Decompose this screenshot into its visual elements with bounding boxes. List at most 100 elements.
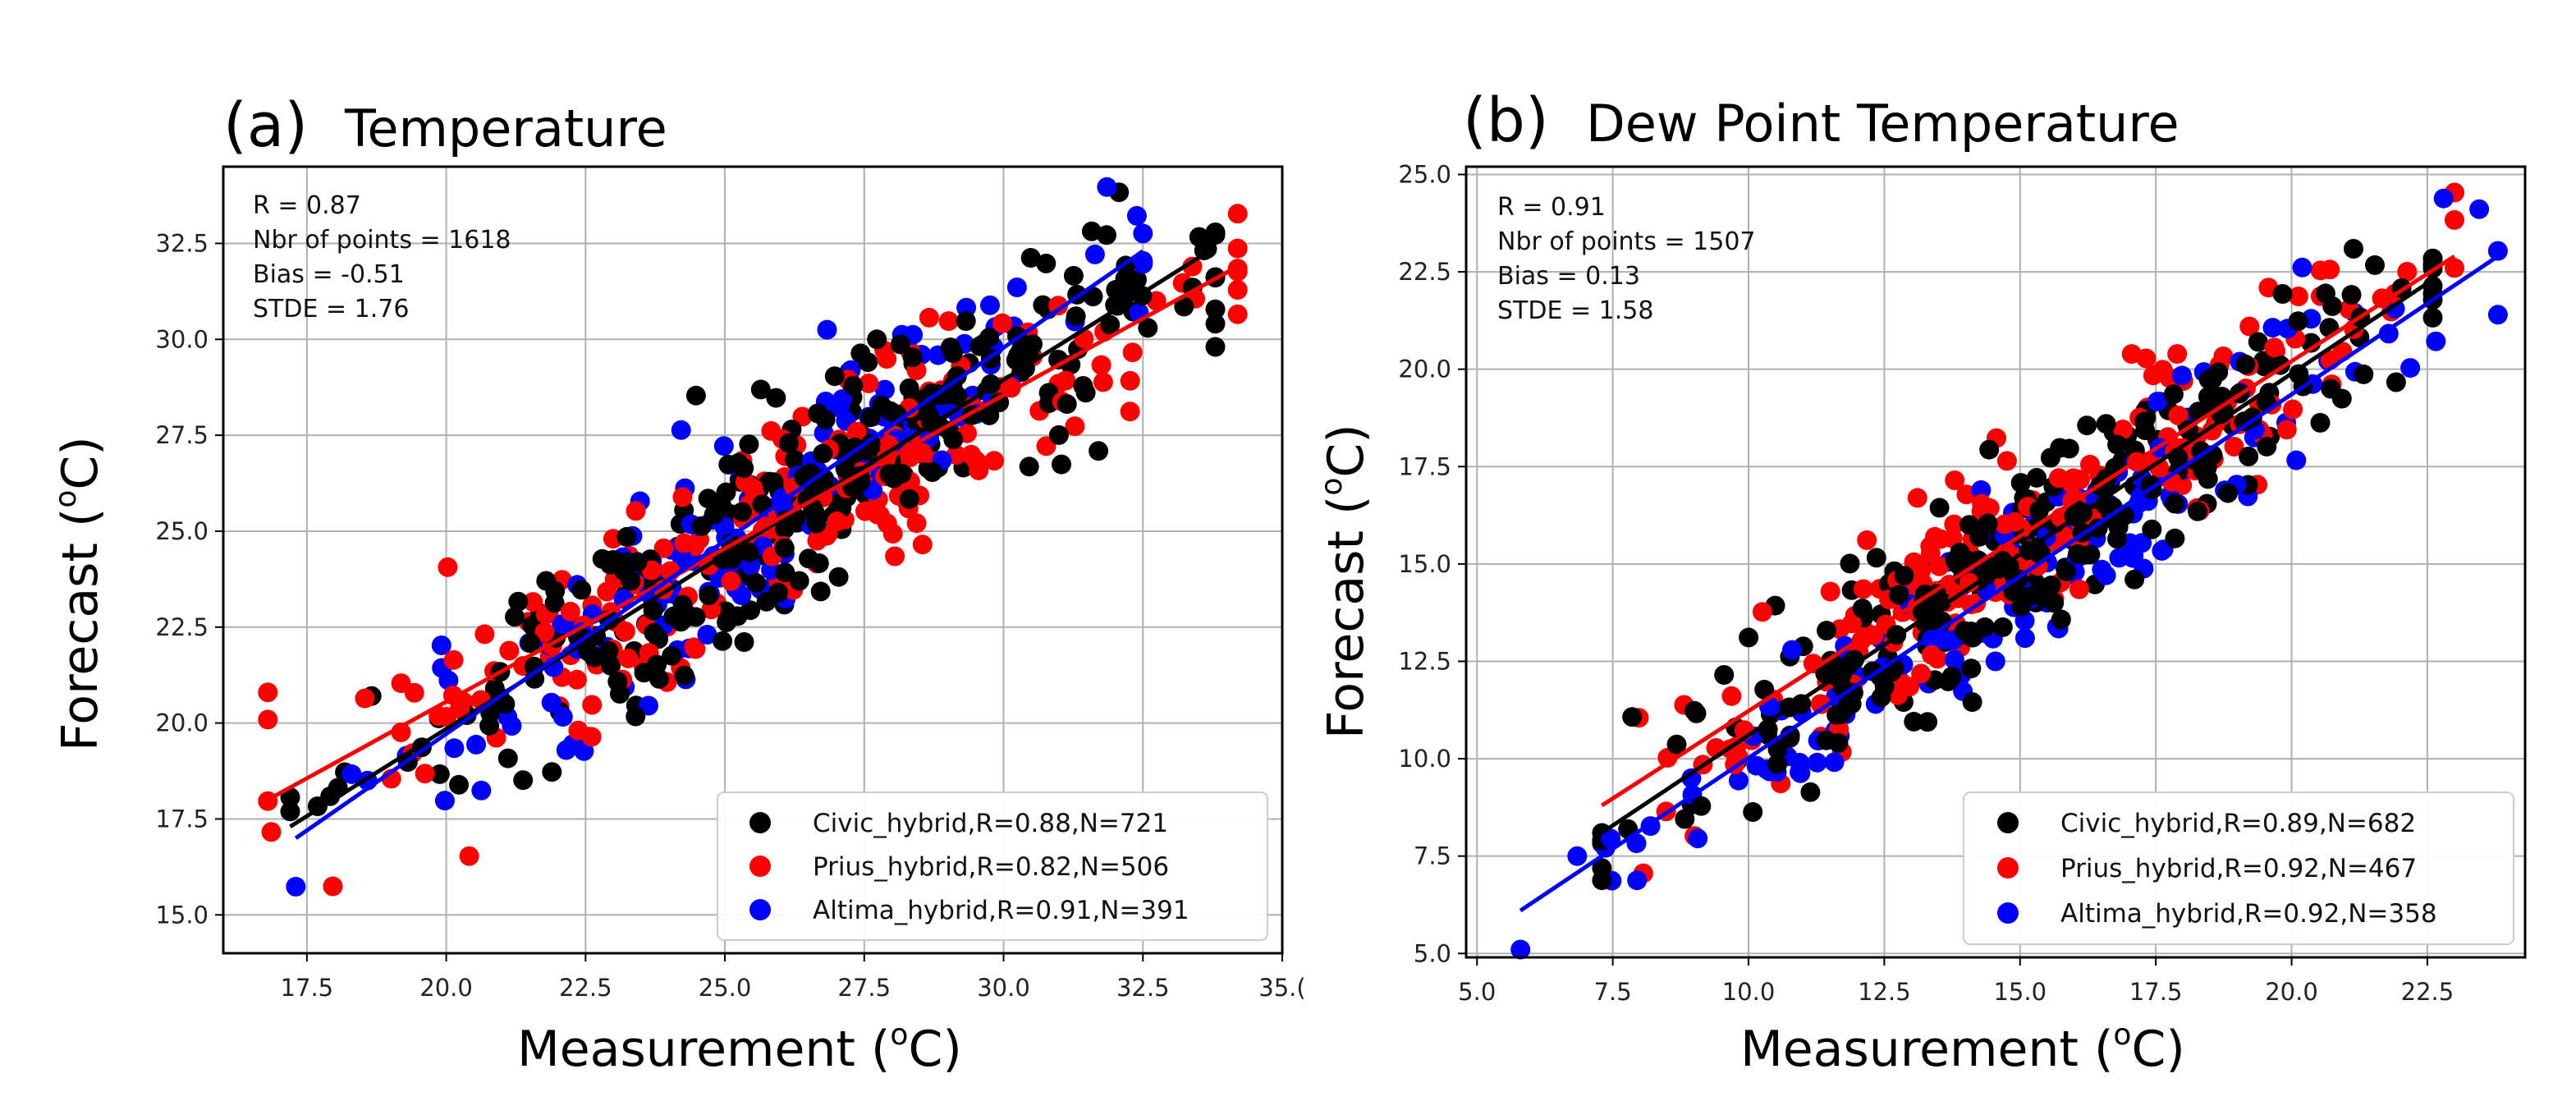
point-prius	[566, 669, 587, 690]
point-civic	[1066, 306, 1086, 327]
legend-label-civic: Civic_hybrid,R=0.89,N=682	[2060, 809, 2416, 838]
point-prius	[1841, 613, 1862, 634]
legend-marker-civic	[1997, 812, 2019, 833]
point-civic	[600, 554, 621, 575]
legend-box	[717, 792, 1268, 941]
point-civic	[843, 375, 864, 396]
point-civic	[1100, 314, 1121, 335]
point-civic	[1904, 711, 1924, 732]
stat-r: R = 0.91	[1497, 193, 1606, 222]
point-prius	[1227, 280, 1248, 300]
point-prius	[859, 373, 879, 393]
x-tick-label: 20.0	[419, 974, 473, 1002]
point-prius	[2288, 287, 2308, 306]
point-altima	[286, 876, 306, 897]
y-tick-label: 17.5	[1398, 452, 1451, 480]
point-altima	[817, 319, 837, 340]
point-civic	[508, 591, 529, 612]
point-civic	[890, 334, 910, 355]
point-prius	[582, 695, 603, 715]
point-civic	[1840, 553, 1860, 574]
point-altima	[434, 791, 455, 811]
legend: Civic_hybrid,R=0.88,N=721 Prius_hybrid,R…	[717, 792, 1268, 941]
point-prius	[672, 487, 693, 507]
point-prius	[912, 535, 933, 555]
point-civic	[621, 571, 641, 591]
point-civic	[1815, 663, 1836, 684]
point-civic	[2051, 609, 2071, 630]
point-civic	[2235, 354, 2256, 374]
point-civic	[1743, 802, 1763, 822]
point-civic	[1052, 454, 1071, 475]
point-civic	[2354, 364, 2374, 384]
point-civic	[2056, 562, 2076, 582]
legend-label-altima: Altima_hybrid,R=0.92,N=358	[2060, 899, 2437, 929]
point-civic	[2011, 596, 2032, 617]
point-prius	[906, 513, 927, 534]
point-civic	[921, 383, 942, 404]
point-prius	[984, 451, 1005, 471]
legend-label-prius: Prius_hybrid,R=0.82,N=506	[813, 852, 1169, 882]
point-altima	[2172, 365, 2192, 386]
point-civic	[1961, 658, 1982, 679]
point-prius	[919, 307, 939, 328]
point-civic	[902, 347, 923, 368]
point-prius	[258, 709, 278, 730]
y-tick-label: 15.0	[155, 901, 209, 929]
point-altima	[2096, 565, 2116, 585]
point-civic	[739, 542, 759, 562]
legend-marker-altima	[749, 899, 771, 920]
point-prius	[2063, 468, 2083, 489]
point-civic	[1871, 687, 1891, 708]
point-civic	[2198, 387, 2218, 407]
point-prius	[877, 349, 897, 369]
x-tick-label: 27.5	[838, 974, 892, 1002]
legend-label-altima: Altima_hybrid,R=0.91,N=391	[813, 896, 1189, 925]
point-prius	[2113, 420, 2134, 440]
point-civic	[1174, 296, 1194, 317]
y-tick-label: 17.5	[155, 805, 209, 833]
legend-marker-prius	[749, 856, 771, 877]
point-civic	[716, 482, 736, 502]
point-civic	[2088, 518, 2108, 539]
legend-label-prius: Prius_hybrid,R=0.92,N=467	[2060, 854, 2417, 883]
point-altima	[697, 625, 717, 645]
point-prius	[1093, 372, 1113, 392]
point-civic	[1081, 221, 1102, 241]
point-prius	[1996, 451, 2017, 471]
point-civic	[2142, 519, 2162, 539]
point-civic	[2107, 434, 2128, 455]
point-civic	[649, 668, 669, 689]
point-prius	[415, 764, 435, 784]
point-civic	[1063, 265, 1084, 286]
point-altima	[1985, 651, 2005, 672]
point-prius	[869, 505, 890, 525]
point-altima	[1627, 870, 1648, 891]
point-civic	[789, 571, 809, 591]
point-prius	[2264, 337, 2285, 358]
point-altima	[471, 780, 492, 801]
point-prius	[2276, 420, 2297, 440]
y-axis-title: Forecast (oC)	[1315, 424, 1375, 739]
y-tick-label: 22.5	[155, 613, 209, 641]
point-altima	[832, 389, 853, 410]
point-altima	[502, 716, 522, 736]
point-civic	[867, 329, 887, 350]
point-prius	[882, 524, 903, 544]
point-civic	[943, 429, 964, 450]
point-prius	[1820, 581, 1840, 602]
fit-line-altima	[1519, 255, 2500, 913]
point-civic	[799, 548, 818, 569]
point-altima	[639, 695, 658, 716]
point-civic	[1767, 739, 1788, 759]
point-prius	[1065, 416, 1085, 437]
fit-line-civic	[289, 245, 1217, 828]
point-prius	[1911, 561, 1932, 580]
point-civic	[1205, 314, 1226, 334]
legend: Civic_hybrid,R=0.89,N=682 Prius_hybrid,R…	[1963, 792, 2514, 945]
point-civic	[1979, 439, 2000, 460]
y-tick-label: 27.5	[155, 421, 209, 449]
fit-line-altima	[294, 249, 1144, 840]
point-altima	[2292, 257, 2312, 278]
point-civic	[947, 386, 968, 406]
